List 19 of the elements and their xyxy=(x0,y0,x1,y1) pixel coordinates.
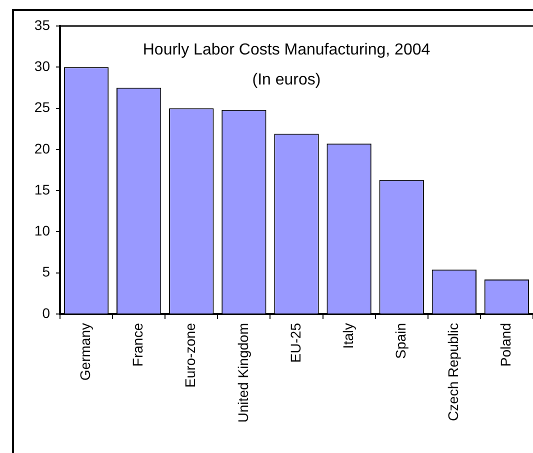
x-tick-label: France xyxy=(130,322,146,367)
x-tick-label: United Kingdom xyxy=(234,323,251,423)
x-tick-label: Italy xyxy=(340,323,356,349)
y-tick-label: 25 xyxy=(34,99,50,116)
x-tick-label: EU-25 xyxy=(287,322,304,363)
x-tick-label: Poland xyxy=(498,323,514,367)
text: Hourly Labor Costs Manufacturing, 2004 xyxy=(142,41,430,58)
x-tick-label: Spain xyxy=(392,323,408,359)
y-tick-label: 30 xyxy=(34,58,50,74)
y-tick-label: 15 xyxy=(34,181,50,198)
y-tick-label: 35 xyxy=(34,16,50,33)
y-tick-label: 10 xyxy=(34,222,50,239)
text: (In euros) xyxy=(252,71,321,88)
x-tick-label: Czech Republic xyxy=(445,323,462,422)
y-tick-label: 0 xyxy=(42,304,50,321)
y-tick-label: 5 xyxy=(42,264,50,280)
x-tick-label: Euro-zone xyxy=(182,322,198,388)
x-tick-label: Germany xyxy=(77,323,94,381)
y-tick-label: 20 xyxy=(34,140,50,156)
